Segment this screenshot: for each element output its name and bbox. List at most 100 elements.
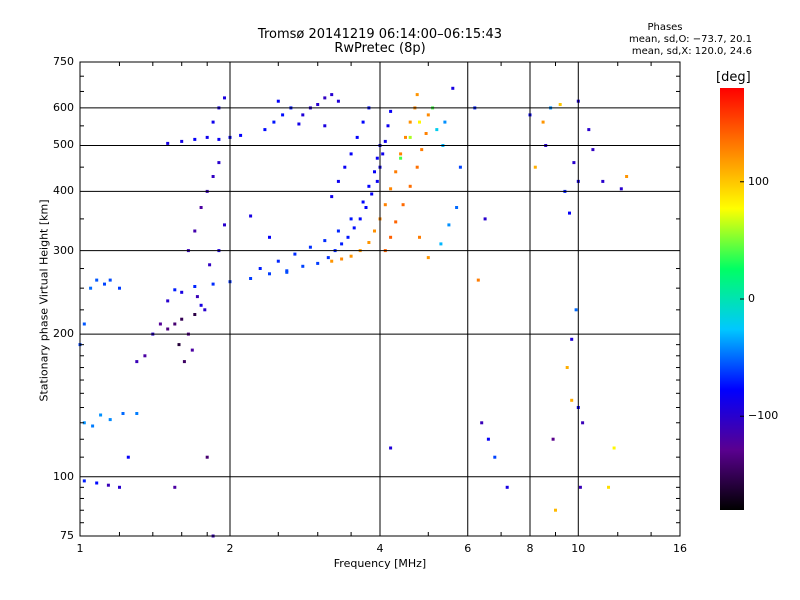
data-point xyxy=(208,263,212,267)
data-point xyxy=(276,99,280,103)
data-point xyxy=(272,120,276,124)
data-point xyxy=(426,113,430,117)
data-point xyxy=(99,413,103,417)
data-point xyxy=(389,446,393,450)
data-point xyxy=(118,286,121,290)
colorbar-ticks xyxy=(740,181,744,417)
y-tick-label: 75 xyxy=(60,529,74,542)
data-point xyxy=(177,343,181,347)
data-point xyxy=(82,479,86,483)
data-point xyxy=(367,184,371,188)
data-point xyxy=(82,421,86,425)
data-point xyxy=(581,421,585,425)
data-point xyxy=(91,424,95,428)
data-point xyxy=(268,235,271,239)
data-point xyxy=(106,483,110,487)
data-point xyxy=(316,103,320,106)
data-point xyxy=(193,313,197,316)
data-point xyxy=(476,278,480,282)
data-point xyxy=(103,282,106,286)
y-tick-label: 100 xyxy=(53,469,74,483)
data-point xyxy=(541,120,545,124)
data-point xyxy=(443,120,447,124)
data-point xyxy=(336,229,340,233)
data-point xyxy=(570,398,574,402)
y-tick-label: 750 xyxy=(53,55,74,68)
data-point xyxy=(108,418,112,422)
data-point xyxy=(383,139,387,143)
data-point xyxy=(217,137,221,141)
data-point xyxy=(95,481,99,485)
x-tick-label: 10 xyxy=(571,542,586,555)
data-point xyxy=(572,161,576,165)
data-point xyxy=(336,179,340,183)
data-point xyxy=(408,184,412,188)
data-point xyxy=(439,242,443,246)
y-axis-ticks xyxy=(80,75,680,524)
data-point xyxy=(420,148,424,152)
data-point xyxy=(258,267,262,270)
data-point xyxy=(330,259,334,263)
y-tick-label: 400 xyxy=(53,184,74,198)
data-point xyxy=(166,141,170,145)
data-point xyxy=(121,412,125,415)
data-point xyxy=(193,229,197,233)
data-point xyxy=(373,170,376,174)
data-point xyxy=(323,96,327,100)
data-point xyxy=(89,286,93,290)
data-point xyxy=(326,256,330,260)
data-point xyxy=(340,242,344,246)
data-point xyxy=(108,278,112,282)
data-point xyxy=(424,132,428,135)
scatter-marks xyxy=(78,86,629,538)
data-point xyxy=(458,165,462,169)
data-point xyxy=(199,206,203,209)
data-point xyxy=(190,348,194,352)
data-point xyxy=(352,226,356,230)
data-point xyxy=(268,272,271,276)
plot-frame xyxy=(79,61,681,537)
data-point xyxy=(386,124,390,128)
data-point xyxy=(195,295,199,299)
data-point xyxy=(399,152,403,156)
data-point xyxy=(135,412,139,415)
data-point xyxy=(297,122,301,126)
data-point xyxy=(203,308,207,312)
data-point xyxy=(418,120,421,124)
data-point xyxy=(301,264,305,268)
data-point xyxy=(558,103,562,106)
data-point xyxy=(591,148,595,152)
data-point xyxy=(239,133,243,137)
data-point xyxy=(205,135,209,139)
data-point xyxy=(301,113,305,117)
data-point xyxy=(82,322,86,326)
data-point xyxy=(217,161,221,165)
data-point xyxy=(336,99,340,103)
data-point xyxy=(166,327,170,331)
data-point xyxy=(612,446,616,450)
data-point xyxy=(349,152,353,156)
data-point xyxy=(415,165,419,169)
x-tick-label: 8 xyxy=(526,542,534,555)
data-point xyxy=(505,485,509,489)
chart-subtitle: RwPretec (8p) xyxy=(334,41,426,56)
data-point xyxy=(570,337,574,341)
data-point xyxy=(565,366,569,369)
data-point xyxy=(285,270,289,274)
data-point xyxy=(211,175,215,178)
data-point xyxy=(180,290,184,294)
data-point xyxy=(118,485,121,489)
data-point xyxy=(408,135,412,139)
data-point xyxy=(375,156,379,160)
data-point xyxy=(323,124,327,128)
data-point xyxy=(370,192,374,196)
data-point xyxy=(166,299,170,303)
data-point xyxy=(330,195,334,199)
data-point xyxy=(276,259,280,263)
data-point xyxy=(180,317,184,321)
data-point xyxy=(323,239,327,243)
phases-o-mode: mean, sd,O: −73.7, 20.1 xyxy=(629,34,752,45)
data-point xyxy=(361,200,365,204)
data-point xyxy=(568,211,571,215)
